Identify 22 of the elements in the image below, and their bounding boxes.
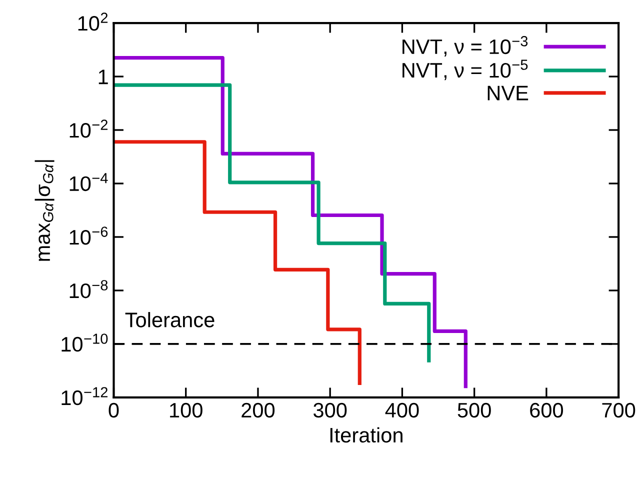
legend-label: NVT, ν = 10$^{−5}$ <box>402 60 528 80</box>
y-tick-label: 10$^{−10}$ <box>62 334 108 352</box>
y-tick-label: 10$^{−2}$ <box>70 120 108 138</box>
x-axis-title: Iteration <box>330 427 402 443</box>
y-tick-label: 10$^{−12}$ <box>62 387 108 406</box>
y-tick-label: 10$^{2}$ <box>78 12 108 31</box>
y-tick-label: 10$^{−6}$ <box>70 226 108 245</box>
x-tick-label: 300 <box>314 402 347 418</box>
x-tick-label: 100 <box>170 402 202 418</box>
x-tick-label: 700 <box>602 402 636 418</box>
y-tick-label: 1 <box>98 70 108 84</box>
y-tick-label: 10$^{−4}$ <box>70 173 108 192</box>
legend-label: NVE <box>488 86 528 100</box>
x-tick-label: 400 <box>385 402 419 418</box>
x-tick-label: 600 <box>530 402 564 418</box>
y-axis-title: max$_{Gα}$|σ$_{Gα}$| <box>34 160 54 261</box>
y-tick-label: 10$^{−8}$ <box>70 280 108 298</box>
x-tick-label: 200 <box>242 402 275 418</box>
ref-line-label: Tolerance <box>125 312 214 328</box>
x-tick-label: 500 <box>458 402 491 418</box>
x-tick-label: 0 <box>108 402 119 418</box>
legend-label: NVT, ν = 10$^{−3}$ <box>402 36 528 57</box>
